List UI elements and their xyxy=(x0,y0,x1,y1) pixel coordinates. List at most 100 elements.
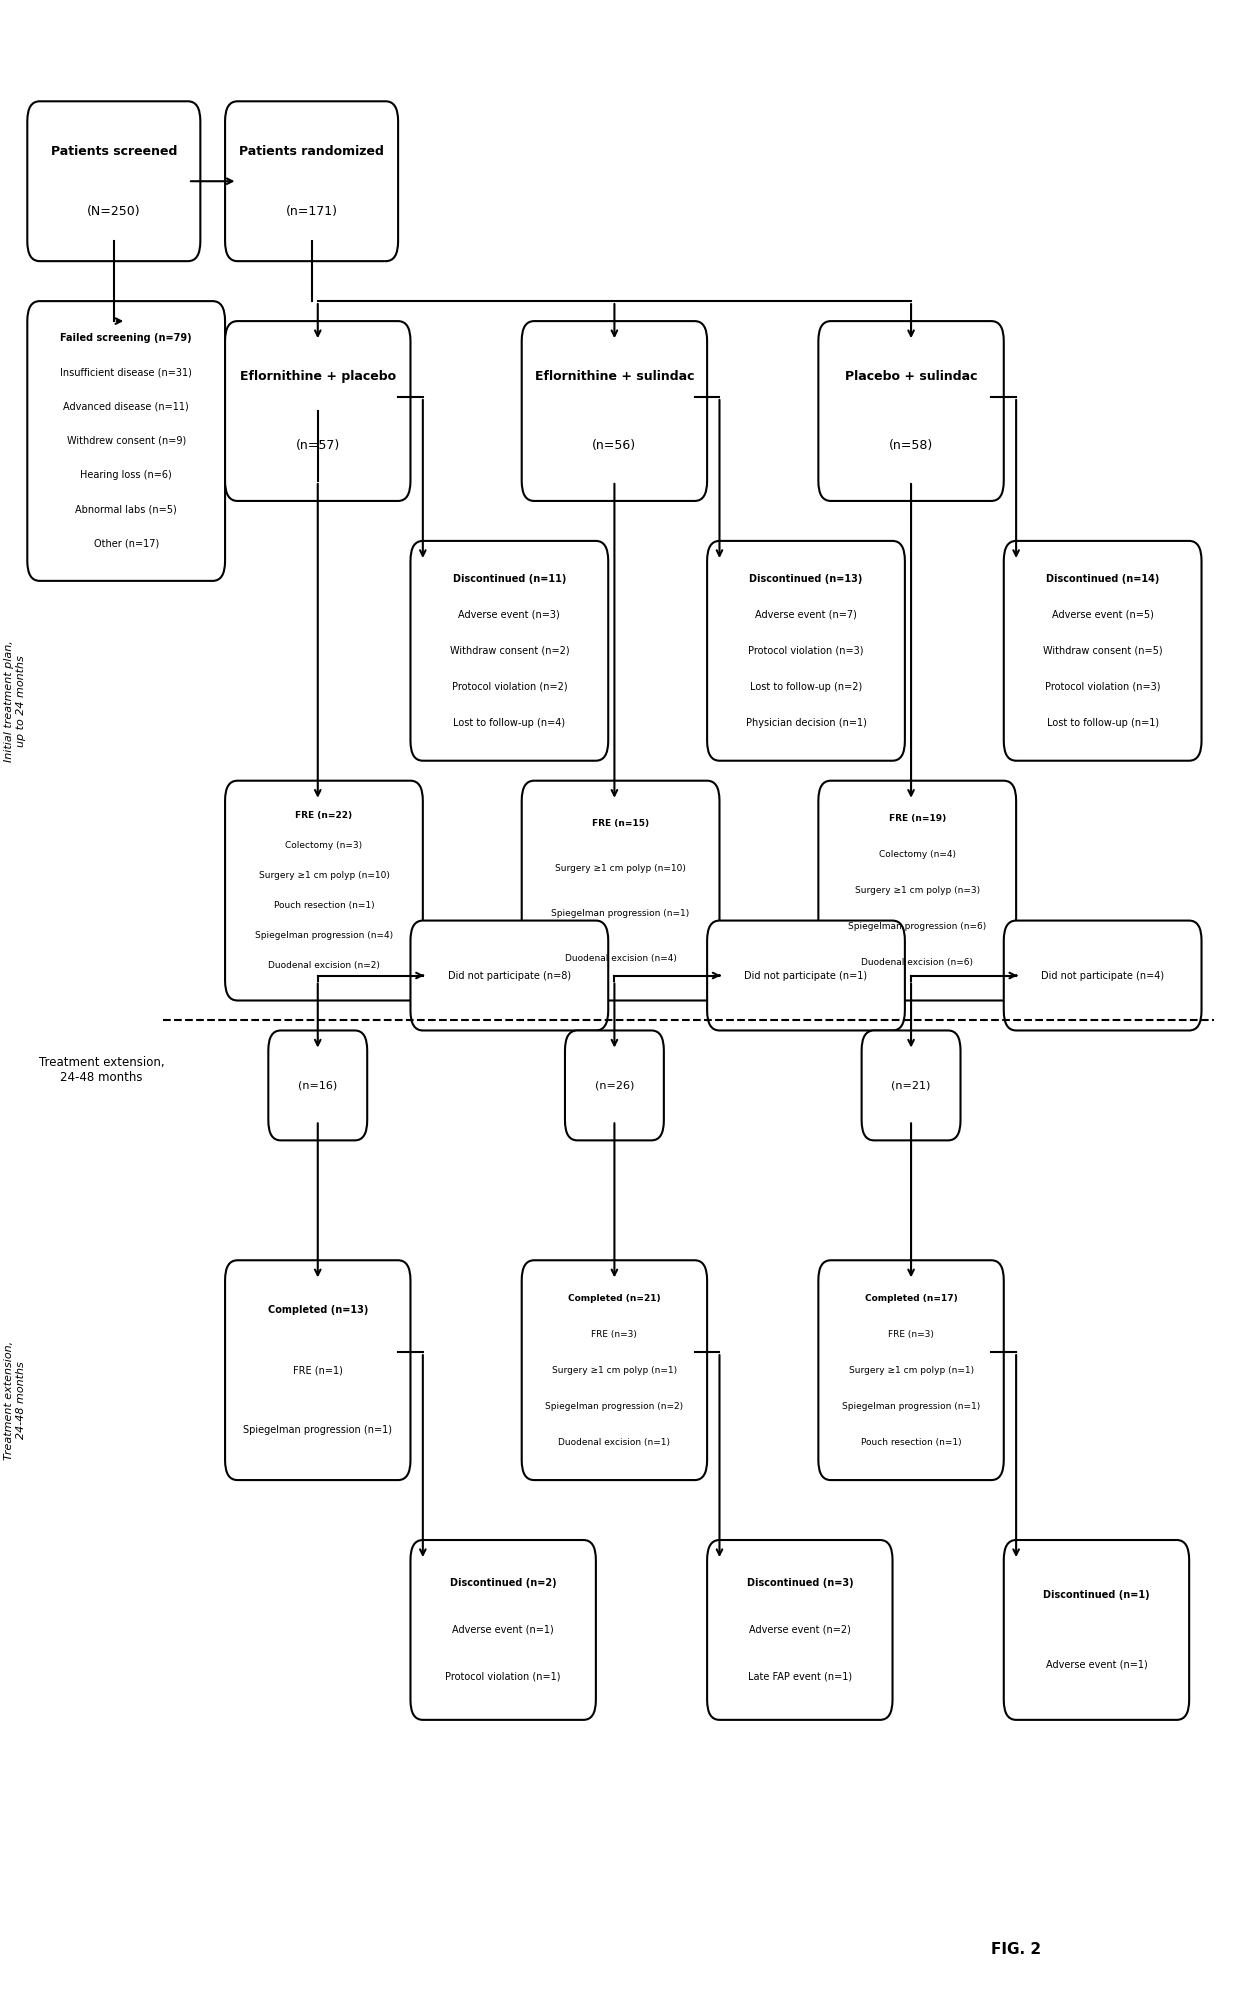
Text: Adverse event (n=7): Adverse event (n=7) xyxy=(755,610,857,620)
FancyBboxPatch shape xyxy=(27,300,226,580)
Text: Discontinued (n=3): Discontinued (n=3) xyxy=(746,1579,853,1589)
Text: Patients randomized: Patients randomized xyxy=(239,144,384,158)
FancyBboxPatch shape xyxy=(410,920,609,1031)
Text: FRE (n=3): FRE (n=3) xyxy=(591,1331,637,1339)
Text: Withdraw consent (n=5): Withdraw consent (n=5) xyxy=(1043,646,1162,656)
Text: Discontinued (n=2): Discontinued (n=2) xyxy=(450,1579,557,1589)
Text: Other (n=17): Other (n=17) xyxy=(93,538,159,548)
Text: Surgery ≥1 cm polyp (n=1): Surgery ≥1 cm polyp (n=1) xyxy=(848,1365,973,1375)
Text: Completed (n=21): Completed (n=21) xyxy=(568,1295,661,1303)
Text: (n=58): (n=58) xyxy=(889,440,934,452)
FancyBboxPatch shape xyxy=(862,1031,961,1141)
Text: Did not participate (n=8): Did not participate (n=8) xyxy=(448,970,570,980)
Text: Abnormal labs (n=5): Abnormal labs (n=5) xyxy=(76,504,177,514)
Text: Protocol violation (n=3): Protocol violation (n=3) xyxy=(748,646,864,656)
FancyBboxPatch shape xyxy=(522,780,719,1000)
Text: Surgery ≥1 cm polyp (n=10): Surgery ≥1 cm polyp (n=10) xyxy=(556,864,686,872)
Text: Hearing loss (n=6): Hearing loss (n=6) xyxy=(81,470,172,480)
Text: Colectomy (n=3): Colectomy (n=3) xyxy=(285,840,362,850)
Text: Discontinued (n=13): Discontinued (n=13) xyxy=(749,574,863,584)
Text: Duodenal excision (n=2): Duodenal excision (n=2) xyxy=(268,960,379,970)
FancyBboxPatch shape xyxy=(522,1261,707,1481)
FancyBboxPatch shape xyxy=(410,1541,596,1721)
Text: Adverse event (n=3): Adverse event (n=3) xyxy=(459,610,560,620)
Text: Treatment extension,
24-48 months: Treatment extension, 24-48 months xyxy=(38,1057,164,1085)
FancyBboxPatch shape xyxy=(27,102,201,262)
Text: Adverse event (n=2): Adverse event (n=2) xyxy=(749,1625,851,1635)
Text: Eflornithine + sulindac: Eflornithine + sulindac xyxy=(534,370,694,382)
Text: (n=21): (n=21) xyxy=(892,1081,931,1091)
Text: Surgery ≥1 cm polyp (n=10): Surgery ≥1 cm polyp (n=10) xyxy=(258,870,389,880)
Text: Late FAP event (n=1): Late FAP event (n=1) xyxy=(748,1671,852,1681)
FancyBboxPatch shape xyxy=(226,320,410,500)
FancyBboxPatch shape xyxy=(565,1031,663,1141)
Text: Pouch resection (n=1): Pouch resection (n=1) xyxy=(861,1437,961,1447)
Text: Spiegelman progression (n=1): Spiegelman progression (n=1) xyxy=(243,1425,392,1435)
FancyBboxPatch shape xyxy=(707,1541,893,1721)
FancyBboxPatch shape xyxy=(1003,1541,1189,1721)
Text: Spiegelman progression (n=2): Spiegelman progression (n=2) xyxy=(546,1401,683,1411)
FancyBboxPatch shape xyxy=(410,540,609,760)
Text: Protocol violation (n=2): Protocol violation (n=2) xyxy=(451,682,567,692)
Text: Lost to follow-up (n=1): Lost to follow-up (n=1) xyxy=(1047,718,1158,728)
Text: FRE (n=19): FRE (n=19) xyxy=(889,814,946,822)
Text: FRE (n=22): FRE (n=22) xyxy=(295,810,352,820)
Text: Did not participate (n=1): Did not participate (n=1) xyxy=(744,970,868,980)
Text: Spiegelman progression (n=6): Spiegelman progression (n=6) xyxy=(848,922,986,930)
Text: Completed (n=17): Completed (n=17) xyxy=(864,1295,957,1303)
Text: (n=57): (n=57) xyxy=(295,440,340,452)
Text: Completed (n=13): Completed (n=13) xyxy=(268,1305,368,1315)
Text: Spiegelman progression (n=4): Spiegelman progression (n=4) xyxy=(255,930,393,940)
Text: (N=250): (N=250) xyxy=(87,204,140,218)
Text: Withdrew consent (n=9): Withdrew consent (n=9) xyxy=(67,436,186,446)
Text: Discontinued (n=14): Discontinued (n=14) xyxy=(1047,574,1159,584)
FancyBboxPatch shape xyxy=(707,540,905,760)
Text: FIG. 2: FIG. 2 xyxy=(991,1943,1042,1957)
Text: Surgery ≥1 cm polyp (n=3): Surgery ≥1 cm polyp (n=3) xyxy=(854,886,980,894)
Text: Discontinued (n=11): Discontinued (n=11) xyxy=(453,574,565,584)
Text: Surgery ≥1 cm polyp (n=1): Surgery ≥1 cm polyp (n=1) xyxy=(552,1365,677,1375)
Text: Duodenal excision (n=1): Duodenal excision (n=1) xyxy=(558,1437,671,1447)
FancyBboxPatch shape xyxy=(818,320,1003,500)
Text: Insufficient disease (n=31): Insufficient disease (n=31) xyxy=(61,368,192,378)
FancyBboxPatch shape xyxy=(226,102,398,262)
FancyBboxPatch shape xyxy=(818,780,1016,1000)
Text: Pouch resection (n=1): Pouch resection (n=1) xyxy=(274,900,374,910)
Text: FRE (n=1): FRE (n=1) xyxy=(293,1365,342,1375)
FancyBboxPatch shape xyxy=(226,780,423,1000)
FancyBboxPatch shape xyxy=(818,1261,1003,1481)
Text: Colectomy (n=4): Colectomy (n=4) xyxy=(879,850,956,858)
Text: Duodenal excision (n=4): Duodenal excision (n=4) xyxy=(564,954,677,962)
Text: FRE (n=15): FRE (n=15) xyxy=(591,818,650,828)
FancyBboxPatch shape xyxy=(226,1261,410,1481)
Text: (n=56): (n=56) xyxy=(593,440,636,452)
Text: Advanced disease (n=11): Advanced disease (n=11) xyxy=(63,402,188,412)
Text: Lost to follow-up (n=4): Lost to follow-up (n=4) xyxy=(454,718,565,728)
Text: Adverse event (n=1): Adverse event (n=1) xyxy=(453,1625,554,1635)
FancyBboxPatch shape xyxy=(1003,540,1202,760)
Text: Adverse event (n=5): Adverse event (n=5) xyxy=(1052,610,1153,620)
Text: Initial treatment plan,
up to 24 months: Initial treatment plan, up to 24 months xyxy=(4,640,26,762)
Text: (n=26): (n=26) xyxy=(595,1081,634,1091)
Text: Eflornithine + placebo: Eflornithine + placebo xyxy=(239,370,396,382)
Text: Did not participate (n=4): Did not participate (n=4) xyxy=(1042,970,1164,980)
Text: Spiegelman progression (n=1): Spiegelman progression (n=1) xyxy=(552,908,689,918)
Text: Duodenal excision (n=6): Duodenal excision (n=6) xyxy=(862,958,973,966)
Text: FRE (n=3): FRE (n=3) xyxy=(888,1331,934,1339)
Text: Protocol violation (n=3): Protocol violation (n=3) xyxy=(1045,682,1161,692)
Text: Patients screened: Patients screened xyxy=(51,144,177,158)
Text: (n=171): (n=171) xyxy=(285,204,337,218)
Text: Treatment extension,
24-48 months: Treatment extension, 24-48 months xyxy=(4,1341,26,1459)
Text: (n=16): (n=16) xyxy=(298,1081,337,1091)
FancyBboxPatch shape xyxy=(268,1031,367,1141)
Text: Placebo + sulindac: Placebo + sulindac xyxy=(844,370,977,382)
Text: Lost to follow-up (n=2): Lost to follow-up (n=2) xyxy=(750,682,862,692)
Text: Adverse event (n=1): Adverse event (n=1) xyxy=(1045,1661,1147,1671)
Text: Spiegelman progression (n=1): Spiegelman progression (n=1) xyxy=(842,1401,980,1411)
FancyBboxPatch shape xyxy=(522,320,707,500)
Text: Physician decision (n=1): Physician decision (n=1) xyxy=(745,718,867,728)
FancyBboxPatch shape xyxy=(1003,920,1202,1031)
Text: Withdraw consent (n=2): Withdraw consent (n=2) xyxy=(450,646,569,656)
Text: Discontinued (n=1): Discontinued (n=1) xyxy=(1043,1591,1149,1601)
Text: Protocol violation (n=1): Protocol violation (n=1) xyxy=(445,1671,560,1681)
